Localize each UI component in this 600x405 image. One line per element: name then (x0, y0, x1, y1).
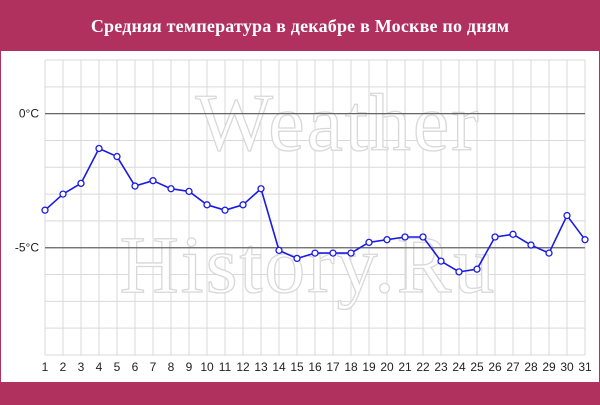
data-point (383, 236, 391, 244)
bottom-bar (1, 382, 599, 404)
data-point (239, 201, 247, 209)
data-point (545, 249, 553, 257)
x-tick-label: 19 (362, 360, 376, 374)
data-point (149, 177, 157, 185)
data-point (401, 233, 409, 241)
data-point (311, 249, 319, 257)
data-point (95, 144, 103, 153)
x-tick-label: 5 (114, 360, 121, 374)
x-tick-label: 16 (308, 360, 322, 374)
x-axis-labels: 1 2 3 4 5 6 7 8 9 10 11 12 13 14 15 16 17 18 19 20 21 22 23 24 2… (42, 360, 592, 374)
data-point (527, 241, 535, 249)
reference-lines (45, 113, 585, 249)
data-point (329, 249, 337, 257)
y-axis-labels: 0°C -5°C (15, 107, 39, 255)
x-tick-label: 12 (236, 360, 250, 374)
x-tick-label: 6 (132, 360, 139, 374)
x-tick-label: 20 (380, 360, 394, 374)
data-point (185, 187, 193, 196)
data-point (59, 190, 67, 198)
x-tick-label: 14 (272, 360, 286, 374)
data-point (473, 265, 481, 273)
data-point (221, 206, 229, 214)
x-tick-label: 2 (60, 360, 67, 374)
x-tick-label: 13 (254, 360, 268, 374)
data-point (113, 152, 121, 161)
data-point (347, 249, 355, 257)
data-point (257, 185, 265, 193)
chart-title: Средняя температура в декабре в Москве п… (90, 15, 510, 36)
y-tick-label: -5°C (15, 241, 39, 255)
x-tick-label: 25 (470, 360, 484, 374)
data-point (455, 268, 463, 276)
x-tick-label: 26 (488, 360, 502, 374)
x-tick-label: 21 (398, 360, 412, 374)
x-tick-label: 22 (416, 360, 430, 374)
data-point (293, 254, 301, 263)
x-tick-label: 3 (78, 360, 85, 374)
data-point (419, 233, 427, 241)
x-tick-label: 30 (560, 360, 574, 374)
x-tick-label: 28 (524, 360, 538, 374)
x-tick-label: 18 (344, 360, 358, 374)
x-tick-label: 29 (542, 360, 556, 374)
data-point (77, 179, 85, 188)
x-tick-label: 11 (219, 360, 232, 374)
chart-header: Средняя температура в декабре в Москве п… (1, 1, 599, 51)
x-tick-label: 31 (578, 360, 592, 374)
series-temperature (41, 144, 589, 276)
data-point (509, 230, 517, 238)
x-tick-label: 10 (200, 360, 214, 374)
data-point (41, 206, 49, 214)
x-tick-label: 1 (42, 360, 49, 374)
watermark: Weather History.Ru (119, 76, 497, 310)
x-tick-label: 4 (96, 360, 103, 374)
x-tick-label: 27 (506, 360, 520, 374)
data-point (437, 257, 445, 265)
data-point (563, 211, 571, 220)
data-point (365, 238, 373, 247)
data-point (131, 182, 139, 190)
x-tick-label: 8 (168, 360, 175, 374)
data-point (581, 236, 589, 244)
data-point (491, 233, 499, 241)
watermark-line-2: History.Ru (120, 219, 497, 310)
x-tick-label: 23 (434, 360, 448, 374)
x-tick-label: 24 (452, 360, 466, 374)
x-tick-label: 17 (326, 360, 340, 374)
data-point (203, 201, 211, 209)
x-tick-label: 15 (290, 360, 304, 374)
data-point (167, 185, 175, 193)
data-point (275, 246, 283, 255)
watermark-line-1: Weather (195, 77, 480, 168)
y-tick-label: 0°C (19, 107, 39, 121)
x-tick-label: 9 (186, 360, 193, 374)
x-tick-label: 7 (150, 360, 157, 374)
